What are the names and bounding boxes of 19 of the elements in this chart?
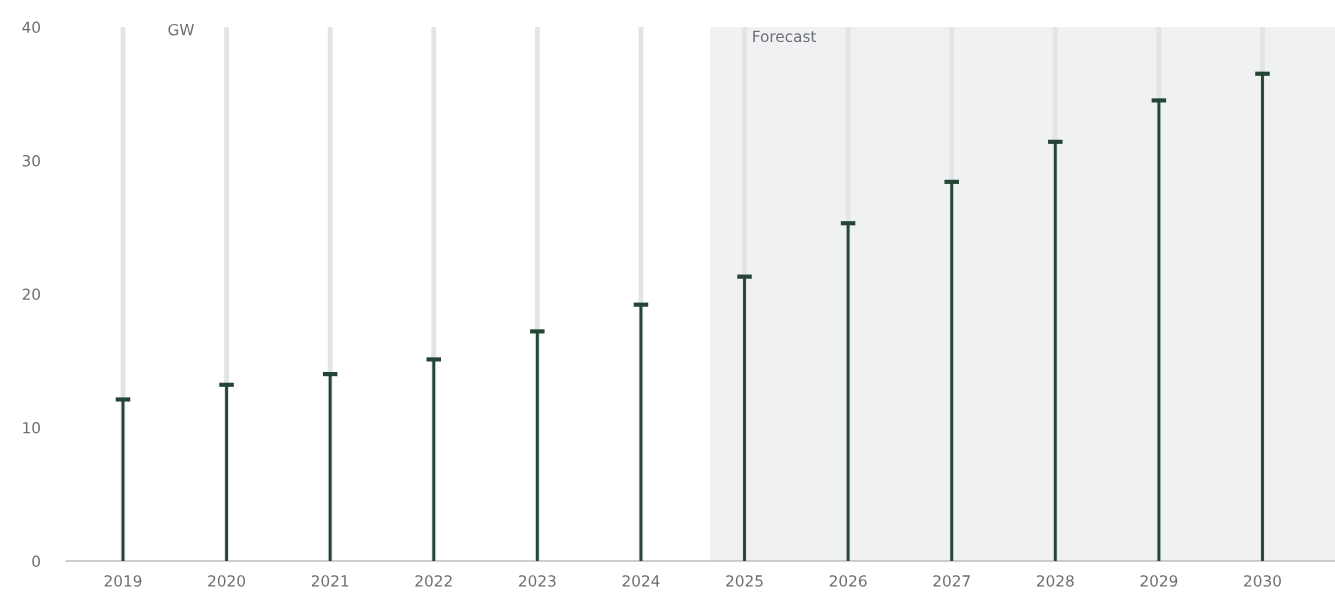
x-tick-label: 2019 <box>104 575 142 587</box>
y-tick-label: 40 <box>22 21 40 34</box>
y-tick-label: 20 <box>22 288 40 301</box>
y-axis-title: GW <box>168 23 194 36</box>
y-tick-label: 10 <box>23 421 40 434</box>
y-tick-label: 0 <box>32 555 40 568</box>
y-tick-label: 30 <box>22 154 40 167</box>
x-tick-label: 2027 <box>933 575 970 587</box>
x-tick-label: 2030 <box>1244 575 1281 587</box>
x-tick-label: 2028 <box>1036 575 1074 587</box>
x-tick-label: 2022 <box>415 575 452 587</box>
x-tick-label: 2023 <box>519 575 556 587</box>
x-tick-label: 2026 <box>829 575 867 587</box>
x-tick-label: 2021 <box>311 575 349 587</box>
x-tick-label: 2029 <box>1140 575 1178 587</box>
x-tick-label: 2025 <box>726 575 763 587</box>
x-tick-label: 2020 <box>208 575 245 587</box>
band-label: Forecast <box>753 30 817 43</box>
x-tick-label: 2024 <box>622 575 660 587</box>
